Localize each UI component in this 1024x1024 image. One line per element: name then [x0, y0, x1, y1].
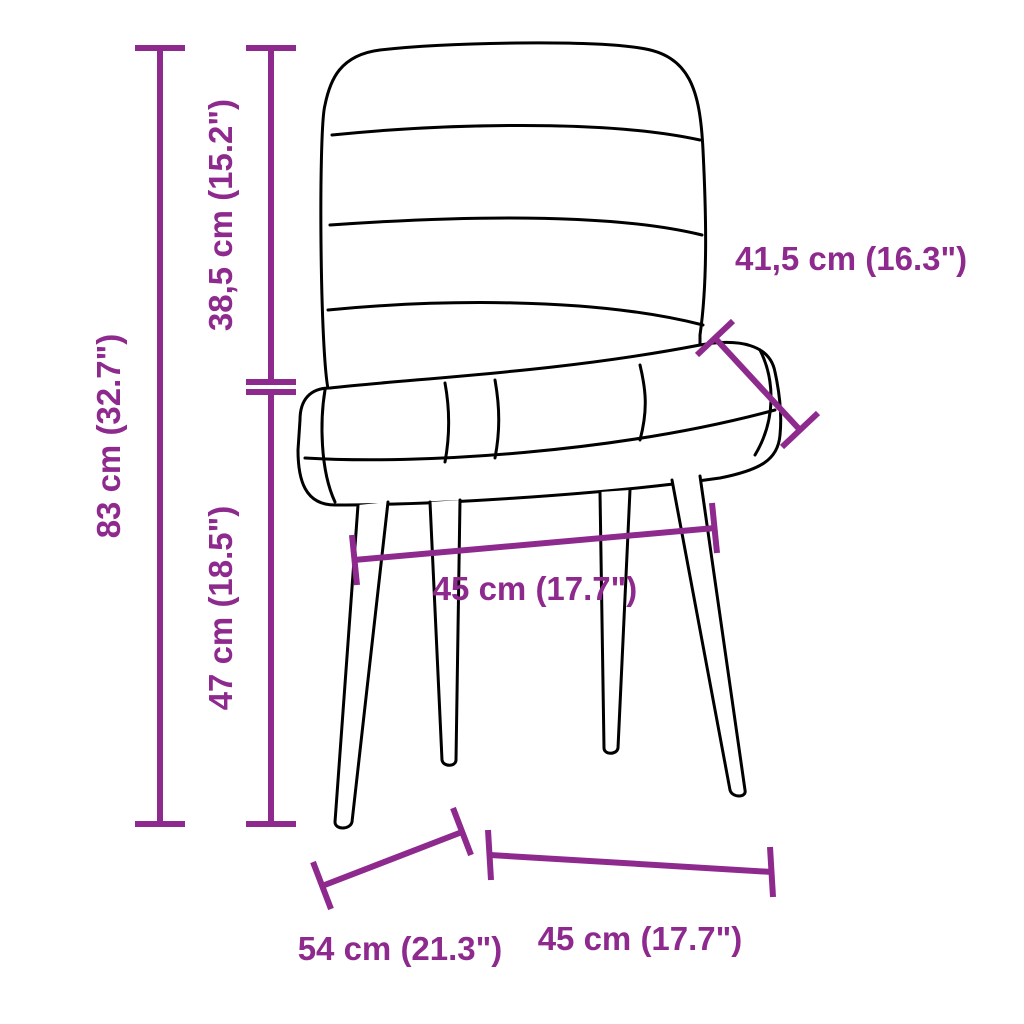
dimension-diagram: 83 cm (32.7") 47 cm (18.5") 38,5 cm (15.…	[0, 0, 1024, 1024]
leg-back-right	[600, 490, 630, 753]
label-width-bottom: 45 cm (17.7")	[538, 920, 743, 957]
label-backrest-height: 38,5 cm (15.2")	[202, 99, 239, 331]
label-depth-bottom: 54 cm (21.3")	[298, 930, 503, 967]
label-total-height: 83 cm (32.7")	[90, 334, 127, 539]
label-seat-width-inner: 45 cm (17.7")	[433, 570, 638, 607]
label-seat-depth: 41,5 cm (16.3")	[735, 240, 967, 277]
leg-back-left	[430, 500, 460, 765]
leg-front-right	[672, 476, 745, 796]
backrest-stitch-1	[332, 125, 700, 140]
leg-front-left	[335, 502, 388, 828]
dim-seat-height	[246, 392, 296, 824]
dimension-labels: 83 cm (32.7") 47 cm (18.5") 38,5 cm (15.…	[90, 99, 967, 967]
dim-width-bottom	[488, 830, 773, 897]
chair-illustration	[298, 43, 781, 828]
dim-backrest-height	[246, 48, 296, 382]
backrest-stitch-2	[330, 218, 702, 235]
label-seat-height: 47 cm (18.5")	[202, 506, 239, 711]
dim-total-height	[135, 48, 185, 824]
seat-cushion	[298, 342, 781, 505]
backrest-stitch-3	[328, 303, 703, 325]
